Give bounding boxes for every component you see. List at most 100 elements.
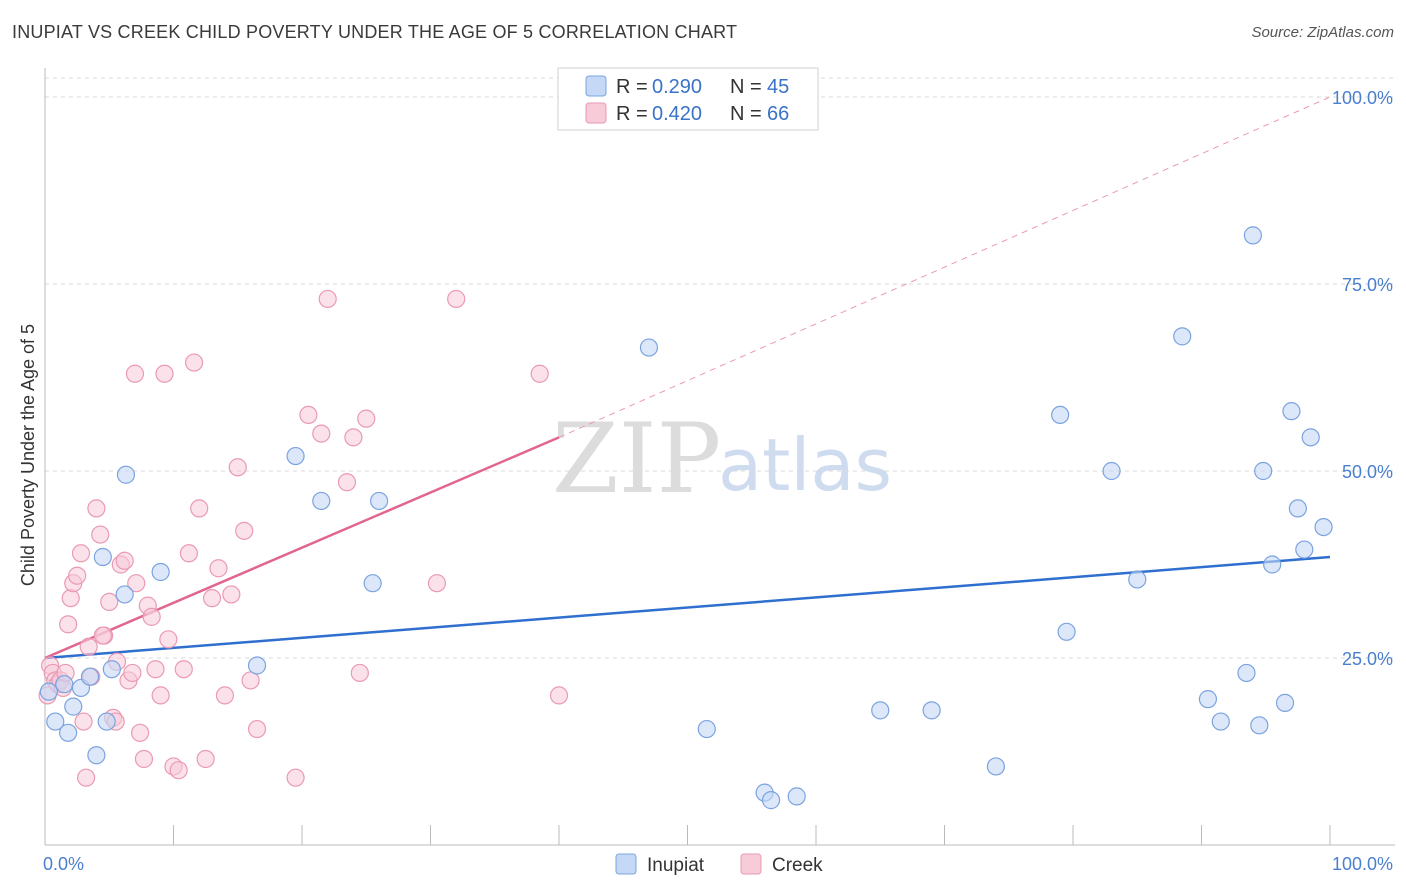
inupiat-point-40 [1282, 402, 1301, 421]
inupiat-point-3 [59, 723, 78, 742]
inupiat-point-10 [102, 660, 121, 679]
watermark-zip: ZIP [552, 403, 721, 515]
inupiat-point-29 [1102, 461, 1121, 481]
creek-point-13 [74, 712, 93, 731]
creek-point-24 [115, 551, 134, 570]
inupiat-point-38 [1263, 555, 1282, 574]
legend-r-value-creek: 0.420 [652, 103, 702, 125]
creek-point-63 [549, 686, 569, 705]
inupiat-point-19 [639, 338, 659, 357]
creek-point-45 [215, 686, 234, 705]
creek-point-9 [61, 589, 80, 608]
y-axis-label: Child Poverty Under the Age of 5 [18, 324, 38, 586]
inupiat-point-4 [64, 697, 83, 716]
inupiat-point-41 [1288, 499, 1307, 518]
y-tick-labels: 25.0% 50.0% 75.0% 100.0% [1332, 88, 1393, 669]
x-tick-label-start: 0.0% [43, 854, 84, 874]
creek-points [38, 289, 569, 787]
creek-point-42 [196, 749, 215, 769]
creek-point-51 [125, 364, 145, 383]
inupiat-point-12 [116, 465, 136, 484]
inupiat-point-35 [1243, 226, 1263, 245]
bottom-legend-swatch-creek [740, 853, 762, 875]
creek-point-14 [77, 768, 96, 787]
inupiat-point-44 [1314, 517, 1333, 537]
legend-n-label-creek: N = [730, 103, 762, 125]
inupiat-point-33 [1211, 712, 1230, 731]
creek-point-39 [179, 544, 199, 563]
y-tick-label-100: 100.0% [1332, 88, 1393, 108]
inupiat-points [39, 226, 1333, 810]
inupiat-point-23 [787, 787, 806, 806]
creek-point-50 [247, 719, 267, 739]
creek-point-49 [241, 671, 260, 690]
axes [44, 68, 1395, 846]
creek-point-57 [344, 428, 363, 447]
creek-point-28 [130, 723, 150, 742]
creek-point-20 [100, 592, 119, 612]
inupiat-point-26 [986, 757, 1006, 776]
creek-point-40 [184, 353, 204, 372]
inupiat-point-27 [1051, 405, 1070, 424]
inupiat-point-30 [1128, 570, 1147, 589]
chart-source: Source: ZipAtlas.com [1251, 24, 1394, 41]
inupiat-point-34 [1237, 663, 1256, 683]
trendlines [44, 96, 1331, 660]
inupiat-point-22 [761, 791, 781, 810]
creek-point-38 [174, 660, 193, 679]
creek-point-61 [447, 289, 466, 309]
watermark: ZIP atlas [552, 403, 892, 515]
inupiat-point-25 [922, 701, 941, 720]
y-tick-label-50: 50.0% [1342, 462, 1393, 482]
creek-point-52 [286, 768, 305, 787]
bottom-legend-label-creek: Creek [772, 855, 823, 876]
creek-point-58 [350, 663, 369, 683]
legend-swatch-creek [585, 102, 607, 124]
creek-point-33 [151, 686, 170, 705]
inupiat-point-7 [87, 746, 106, 765]
watermark-atlas: atlas [718, 423, 892, 507]
inupiat-point-8 [93, 547, 112, 567]
legend-n-value-inupiat: 45 [767, 76, 789, 98]
inupiat-point-9 [97, 712, 116, 731]
creek-point-46 [222, 585, 241, 604]
inupiat-point-14 [247, 656, 267, 675]
inupiat-point-43 [1301, 428, 1320, 447]
inupiat-point-1 [46, 712, 65, 731]
creek-point-55 [318, 289, 337, 309]
legend-n-value-creek: 66 [767, 103, 789, 125]
y-tick-label-25: 25.0% [1342, 649, 1393, 669]
bottom-legend-swatch-inupiat [615, 853, 637, 875]
creek-point-8 [59, 615, 78, 634]
creek-point-12 [71, 544, 91, 563]
inupiat-point-39 [1275, 693, 1295, 712]
chart-title: INUPIAT VS CREEK CHILD POVERTY UNDER THE… [12, 22, 738, 42]
inupiat-point-20 [697, 719, 716, 739]
creek-point-18 [91, 525, 110, 544]
inupiat-point-6 [80, 667, 100, 686]
trendline-inupiat [44, 555, 1331, 660]
creek-point-60 [427, 574, 447, 593]
legend-r-value-inupiat: 0.290 [652, 76, 702, 98]
creek-point-15 [79, 637, 98, 656]
creek-point-34 [155, 364, 174, 383]
y-tick-label-75: 75.0% [1342, 275, 1393, 295]
legend-swatch-inupiat [585, 75, 607, 97]
creek-point-37 [169, 761, 188, 780]
creek-point-26 [123, 663, 142, 683]
creek-point-59 [357, 409, 376, 428]
creek-point-47 [228, 458, 247, 477]
creek-point-41 [190, 499, 209, 518]
inupiat-point-36 [1250, 716, 1269, 735]
top-legend: R = 0.290 N = 45 R = 0.420 N = 66 [557, 67, 819, 131]
creek-point-48 [235, 521, 254, 540]
x-tick-label-end: 100.0% [1332, 854, 1393, 874]
inupiat-point-16 [312, 491, 331, 511]
inupiat-point-31 [1173, 327, 1192, 346]
creek-point-44 [209, 559, 228, 578]
creek-point-54 [312, 424, 331, 443]
creek-point-17 [87, 499, 106, 518]
inupiat-point-13 [151, 562, 170, 582]
bottom-legend: Inupiat Creek [615, 853, 823, 876]
creek-point-64 [93, 626, 112, 645]
